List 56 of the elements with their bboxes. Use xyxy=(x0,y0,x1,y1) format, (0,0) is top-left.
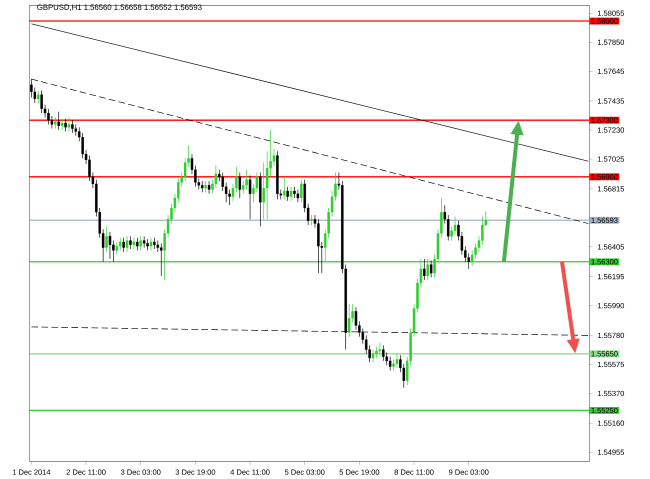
candlestick xyxy=(238,172,242,198)
candlestick xyxy=(139,236,142,251)
candlestick xyxy=(136,237,139,251)
candlestick xyxy=(116,242,118,255)
candlestick xyxy=(146,238,149,251)
candlestick xyxy=(378,342,382,356)
candlestick xyxy=(375,346,378,358)
candlestick xyxy=(142,236,146,248)
candlestick xyxy=(310,214,313,226)
candlestick xyxy=(245,169,248,190)
candlestick xyxy=(204,180,207,193)
candlestick xyxy=(221,172,224,192)
candlestick xyxy=(71,120,74,134)
candlestick xyxy=(208,180,210,194)
candlestick xyxy=(36,90,40,104)
candlestick xyxy=(126,236,128,252)
candlestick xyxy=(467,252,470,270)
candlestick xyxy=(108,232,112,260)
candlestick xyxy=(296,189,300,203)
candlestick xyxy=(446,214,450,241)
candlestick xyxy=(430,260,432,278)
candlestick xyxy=(34,87,36,104)
candlestick xyxy=(160,242,162,276)
candlestick xyxy=(64,118,67,132)
candlestick xyxy=(68,116,70,132)
candlestick xyxy=(47,108,50,125)
candlestick xyxy=(129,236,132,250)
candlestick xyxy=(118,237,122,251)
candlestick xyxy=(282,176,286,200)
candlestick xyxy=(396,353,398,368)
candlestick xyxy=(382,344,385,362)
candlestick xyxy=(40,90,43,114)
candlestick xyxy=(385,352,388,366)
candlestick xyxy=(150,237,152,251)
candlestick xyxy=(293,186,296,198)
candlestick xyxy=(262,162,265,220)
candlestick xyxy=(348,304,350,338)
candlestick xyxy=(248,174,252,220)
candlestick xyxy=(402,363,406,388)
candlestick xyxy=(122,237,125,252)
candlestick xyxy=(372,349,374,363)
candlestick xyxy=(132,237,136,250)
candlestick xyxy=(57,111,60,130)
candlestick xyxy=(153,237,156,250)
candlestick xyxy=(388,356,392,372)
candlestick xyxy=(286,186,289,202)
candlestick xyxy=(242,180,244,194)
candlestick xyxy=(290,186,292,202)
candlestick xyxy=(105,226,108,252)
candlestick xyxy=(423,258,426,280)
candlestick xyxy=(200,180,204,193)
candlestick xyxy=(317,218,320,274)
candlestick xyxy=(54,116,57,129)
candlestick xyxy=(60,118,64,130)
candlestick xyxy=(300,179,303,203)
candlestick xyxy=(364,334,368,354)
